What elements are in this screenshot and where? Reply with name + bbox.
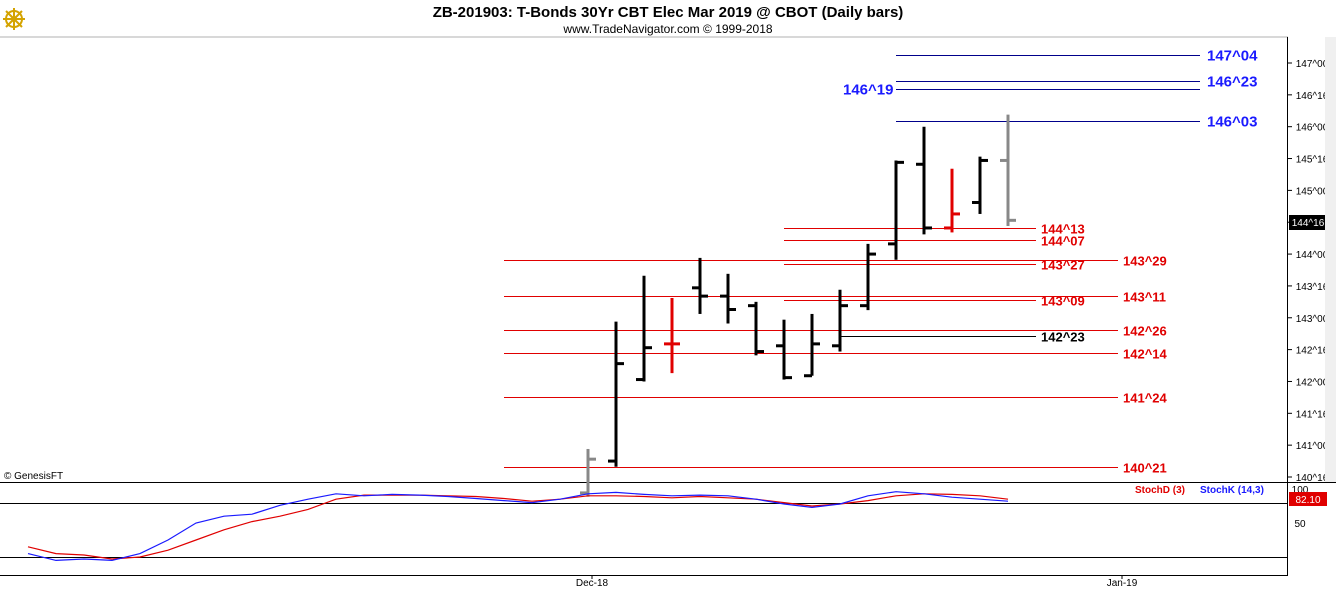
svg-text:82.10: 82.10 xyxy=(1295,495,1320,506)
price-tick-label: 142^00 xyxy=(1296,377,1329,388)
x-tick-label: Dec-18 xyxy=(576,578,609,589)
stoch-k-legend: StochK (14,3) xyxy=(1200,485,1264,496)
stoch-tick-label: 100 xyxy=(1292,485,1309,496)
ohlc-bar xyxy=(832,289,848,352)
ohlc-bar xyxy=(1000,114,1016,227)
ohlc-bar xyxy=(692,257,708,314)
price-tick-label: 146^00 xyxy=(1296,123,1329,134)
vertical-scrollbar[interactable] xyxy=(1325,37,1336,482)
svg-text:144^16: 144^16 xyxy=(1292,218,1325,229)
ohlc-bar xyxy=(916,126,932,235)
stoch-series-line xyxy=(27,491,1009,562)
price-tick-label: 141^00 xyxy=(1296,441,1329,452)
ohlc-bar xyxy=(776,319,792,380)
level-label: 146^03 xyxy=(1207,114,1257,131)
level-label: 146^19 xyxy=(843,82,893,99)
price-tick-label: 142^16 xyxy=(1296,346,1329,357)
price-tick-label: 141^16 xyxy=(1296,409,1329,420)
price-tick-label: 143^16 xyxy=(1296,282,1329,293)
price-tick-label: 147^00 xyxy=(1296,59,1329,70)
stoch-d-legend: StochD (3) xyxy=(1135,485,1185,496)
level-label: 144^13 xyxy=(1041,222,1085,237)
x-tick-label: Jan-19 xyxy=(1107,578,1138,589)
level-label: 142^23 xyxy=(1041,330,1085,345)
level-label: 144^07 xyxy=(1041,234,1085,249)
price-panel xyxy=(0,36,1336,576)
level-label: 142^14 xyxy=(1123,347,1168,362)
stoch-last-value-marker: 82.10 xyxy=(1289,492,1327,506)
level-label: 140^21 xyxy=(1123,461,1167,476)
ohlc-bar xyxy=(720,273,736,324)
ohlc-bar xyxy=(804,313,820,378)
price-tick-label: 140^16 xyxy=(1296,473,1329,484)
level-label: 143^29 xyxy=(1123,254,1167,269)
ohlc-bar xyxy=(860,243,876,311)
level-label: 143^11 xyxy=(1123,290,1166,305)
ohlc-bar xyxy=(608,321,624,467)
price-bars xyxy=(580,114,1016,497)
price-tick-label: 145^00 xyxy=(1296,186,1329,197)
ship-wheel-icon xyxy=(3,8,25,30)
ohlc-bar xyxy=(748,301,764,356)
price-tick-label: 143^00 xyxy=(1296,314,1329,325)
last-price-marker: 144^16 xyxy=(1289,215,1327,230)
ohlc-bar xyxy=(580,448,596,497)
level-label: 143^09 xyxy=(1041,294,1085,309)
ohlc-bar xyxy=(888,160,904,260)
copyright-text: © GenesisFT xyxy=(4,471,63,482)
ohlc-bar xyxy=(636,275,652,382)
price-tick-label: 144^00 xyxy=(1296,250,1329,261)
level-label: 146^23 xyxy=(1207,74,1257,91)
level-label: 142^26 xyxy=(1123,324,1167,339)
level-label: 141^24 xyxy=(1123,391,1168,406)
chart-subtitle: www.TradeNavigator.com © 1999-2018 xyxy=(562,22,772,36)
stochastic-panel: 100 50 xyxy=(0,485,1309,562)
ohlc-bar xyxy=(944,168,960,233)
level-label: 143^27 xyxy=(1041,258,1085,273)
price-tick-label: 145^16 xyxy=(1296,155,1329,166)
level-label: 147^04 xyxy=(1207,48,1258,65)
stoch-series-line xyxy=(27,493,1009,560)
ohlc-bar xyxy=(664,298,680,374)
ohlc-bar xyxy=(972,156,988,214)
stoch-tick-label: 50 xyxy=(1294,519,1306,530)
price-tick-label: 146^16 xyxy=(1296,91,1329,102)
x-axis: Dec-18 Jan-19 xyxy=(576,575,1138,589)
chart-title: ZB-201903: T-Bonds 30Yr CBT Elec Mar 201… xyxy=(433,4,904,21)
